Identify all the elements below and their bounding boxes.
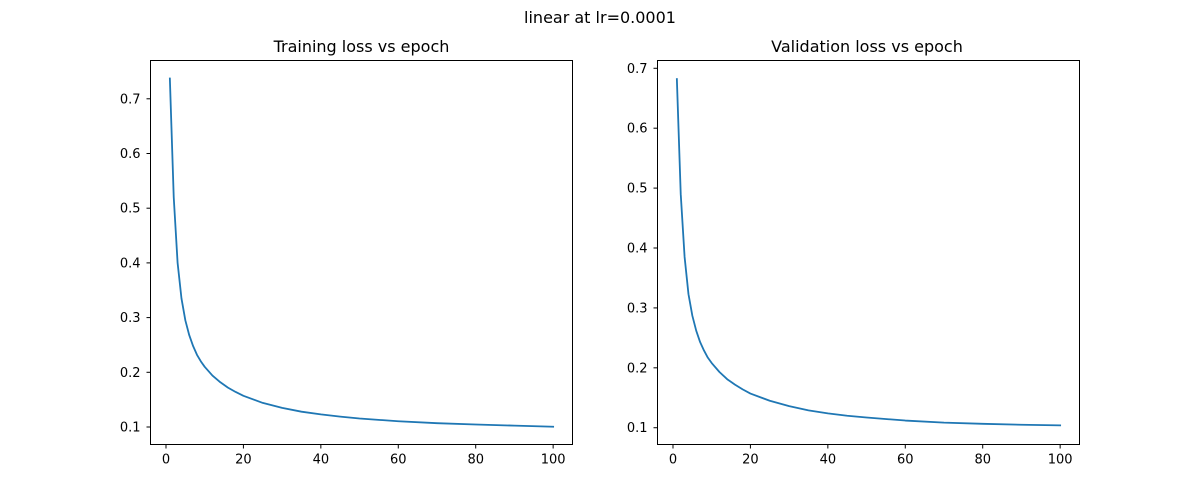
- training-loss-x-tick-label: 20: [235, 453, 252, 468]
- training-loss-plot-frame: [150, 60, 573, 445]
- validation-loss-axes: Validation loss vs epoch 0 20 40 60 80 100 0.1…: [627, 37, 1080, 468]
- validation-loss-y-tick-label: 0.1: [627, 421, 648, 436]
- validation-loss-x-tick-label: 0: [669, 453, 677, 468]
- training-loss-x-tick-label: 80: [467, 453, 484, 468]
- training-loss-y-tick-label: 0.1: [120, 420, 141, 435]
- validation-loss-plot-frame: [657, 60, 1080, 445]
- validation-loss-ticks: 0 20 40 60 80 100 0.1 0.2 0.3 0.4 0.5 0.6 0.7: [627, 62, 1073, 468]
- validation-loss-x-tick-label: 20: [742, 453, 759, 468]
- training-loss-y-tick-label: 0.4: [120, 256, 141, 271]
- validation-loss-x-tick-label: 40: [820, 453, 837, 468]
- training-loss-y-tick-label: 0.5: [120, 202, 141, 217]
- validation-loss-x-tick-label: 60: [897, 453, 914, 468]
- training-loss-x-tick-label: 100: [541, 453, 566, 468]
- training-loss-y-tick-label: 0.7: [120, 92, 141, 107]
- validation-loss-y-tick-label: 0.4: [627, 242, 648, 257]
- training-loss-y-tick-label: 0.2: [120, 366, 141, 381]
- validation-loss-x-tick-label: 80: [974, 453, 991, 468]
- training-loss-axes: Training loss vs epoch 0 20 40 60 80 100 0.1 0.…: [120, 37, 573, 468]
- training-loss-x-tick-label: 0: [162, 453, 170, 468]
- training-loss-line: [168, 77, 555, 428]
- training-loss-x-tick-label: 40: [313, 453, 330, 468]
- training-loss-y-tick-label: 0.6: [120, 147, 141, 162]
- validation-loss-title: Validation loss vs epoch: [771, 37, 963, 56]
- validation-loss-line: [675, 78, 1062, 427]
- training-loss-title: Training loss vs epoch: [273, 37, 450, 56]
- validation-loss-y-tick-label: 0.2: [627, 361, 648, 376]
- validation-loss-y-tick-label: 0.3: [627, 301, 648, 316]
- training-loss-x-tick-label: 60: [390, 453, 407, 468]
- validation-loss-y-tick-label: 0.7: [627, 62, 648, 77]
- validation-loss-y-tick-label: 0.5: [627, 182, 648, 197]
- training-loss-ticks: 0 20 40 60 80 100 0.1 0.2 0.3 0.4 0.5 0.6 0.7: [120, 92, 566, 467]
- validation-loss-x-tick-label: 100: [1048, 453, 1073, 468]
- training-loss-y-tick-label: 0.3: [120, 311, 141, 326]
- figure-suptitle: linear at lr=0.0001: [524, 8, 676, 27]
- validation-loss-y-tick-label: 0.6: [627, 122, 648, 137]
